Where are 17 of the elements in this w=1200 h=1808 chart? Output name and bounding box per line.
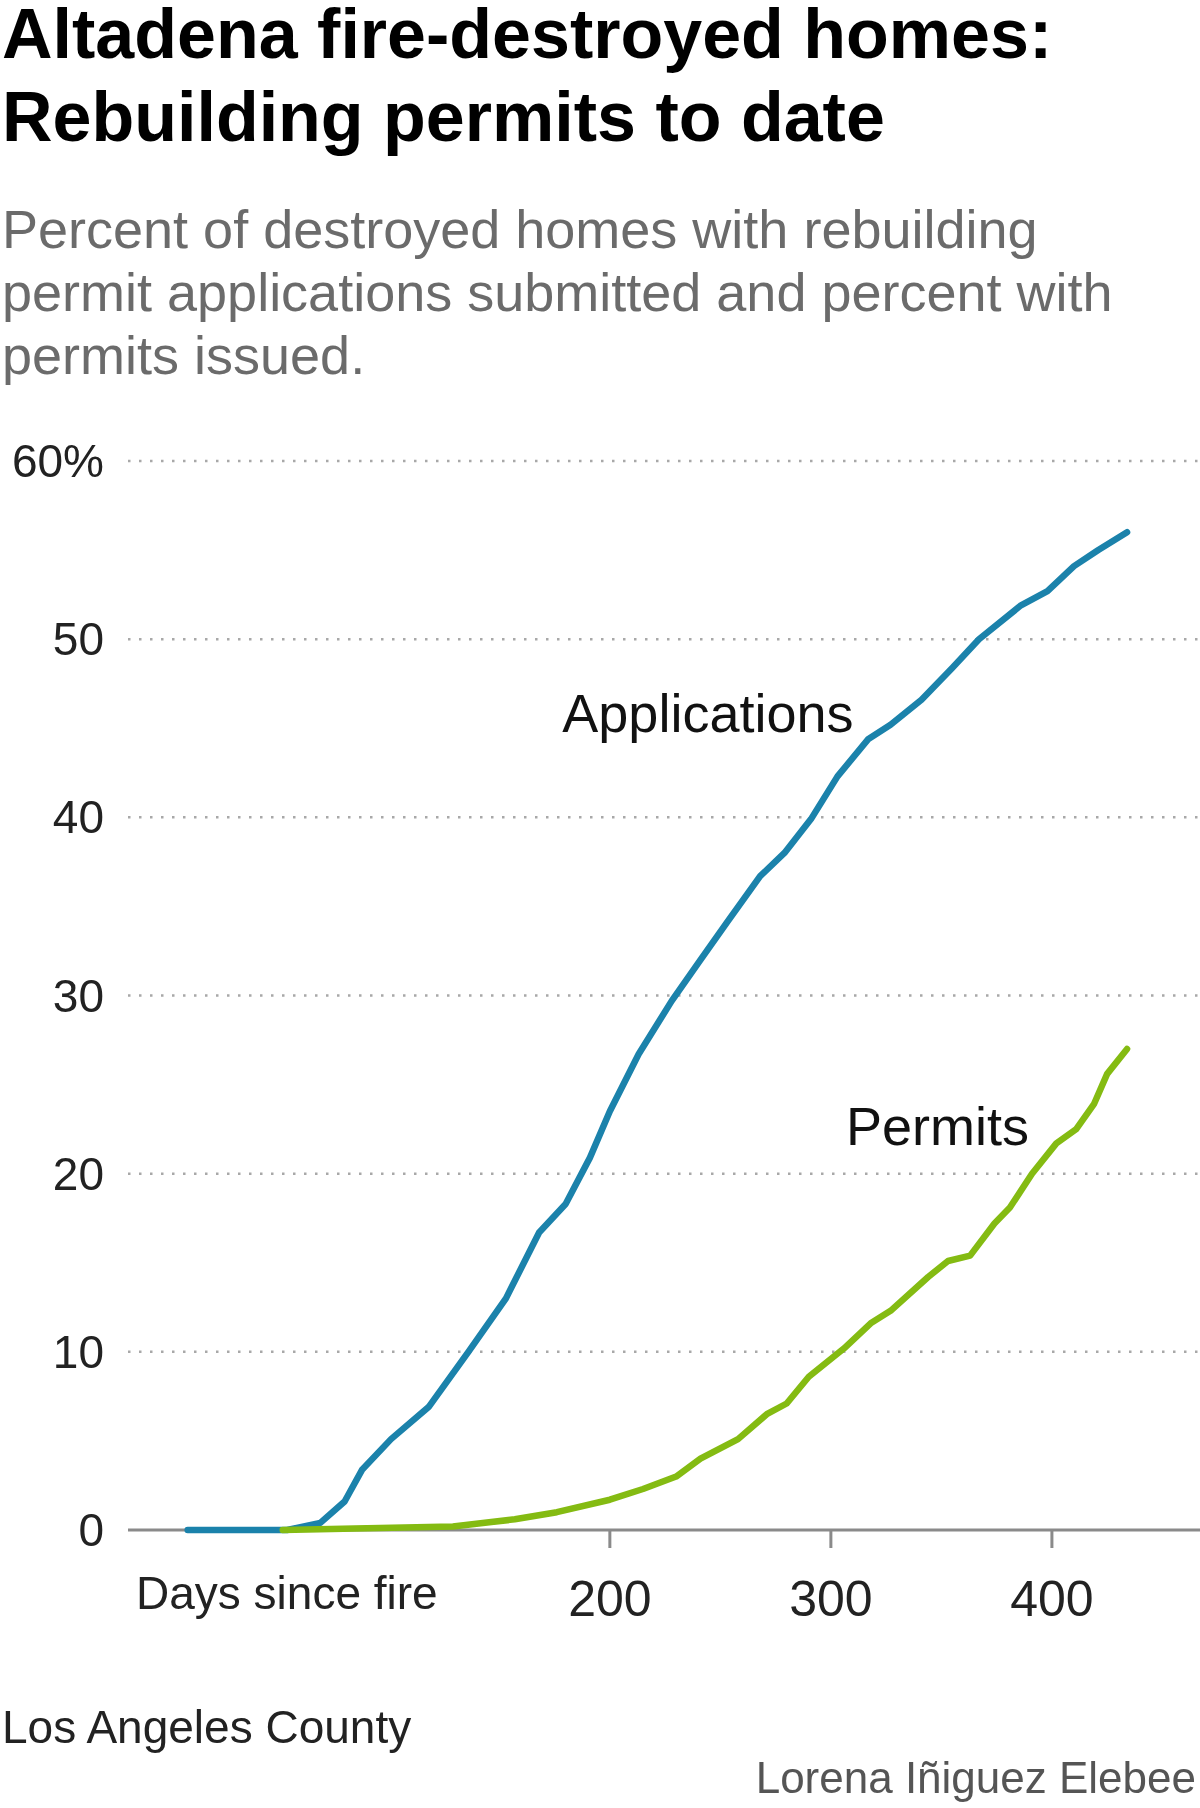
series-label: Permits [845, 1096, 1029, 1157]
y-tick-label: 30 [52, 969, 104, 1022]
x-tick-label: 200 [568, 1571, 652, 1627]
x-tick-label: 300 [789, 1571, 873, 1627]
series-label: Applications [562, 682, 854, 743]
y-tick-label: 40 [52, 791, 104, 844]
text: Los Angeles County [2, 1701, 412, 1753]
chart-subtitle: Percent of destroyed homes with rebuilding permit applications submitted and percent with permits issued. [2, 199, 1113, 385]
y-tick-label: 20 [52, 1147, 104, 1200]
y-tick-label: 0 [78, 1504, 104, 1557]
chart-title: Altadena fire-destroyed homes: Rebuilding permits to date [2, 0, 1053, 156]
y-tick-label: 50 [52, 613, 104, 666]
y-tick-label: 60% [11, 435, 104, 488]
y-tick-label: 10 [52, 1325, 104, 1378]
text: Lorena Iñiguez Elebee [755, 1753, 1196, 1802]
x-axis-title: Days since fire [136, 1567, 438, 1619]
x-tick-label: 400 [1010, 1571, 1094, 1627]
